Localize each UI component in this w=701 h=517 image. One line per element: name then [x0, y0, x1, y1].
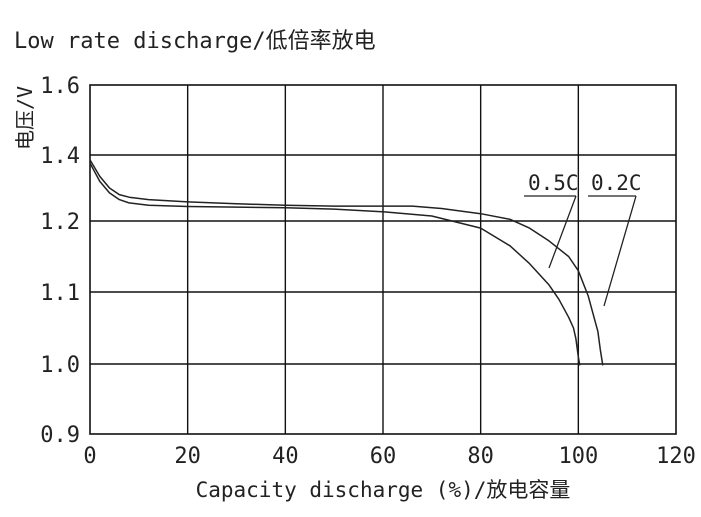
x-tick-label: 0 — [83, 444, 96, 469]
chart-title: Low rate discharge/低倍率放电 — [14, 29, 376, 54]
x-tick-label: 100 — [558, 444, 598, 469]
y-tick-label: 0.9 — [40, 423, 80, 448]
series-label: 0.5C — [528, 171, 579, 195]
series-line — [89, 159, 604, 366]
x-tick-labels: 0 20 40 60 80 100 120 — [83, 444, 696, 469]
x-tick-label: 40 — [272, 444, 299, 469]
y-axis-label: 电压/V — [13, 86, 37, 150]
y-tick-label: 1.6 — [40, 74, 80, 99]
series-label-leader — [603, 195, 637, 307]
series-lines — [89, 159, 604, 366]
series-line — [89, 162, 581, 366]
y-tick-label: 1.1 — [40, 281, 80, 306]
x-tick-label: 60 — [370, 444, 397, 469]
y-tick-label: 1.4 — [40, 144, 80, 169]
x-axis-label: Capacity discharge (%)/放电容量 — [196, 478, 571, 502]
series-label: 0.2C — [591, 171, 642, 195]
y-tick-labels: 0.9 1.0 1.1 1.2 1.4 1.6 — [40, 74, 80, 448]
x-tick-label: 20 — [174, 444, 201, 469]
series-label-leader — [548, 195, 577, 269]
x-tick-label: 120 — [656, 444, 696, 469]
y-tick-label: 1.0 — [40, 353, 80, 378]
x-tick-label: 80 — [467, 444, 494, 469]
grid — [89, 84, 677, 435]
series-labels: 0.5C 0.2C — [524, 171, 642, 307]
y-tick-label: 1.2 — [40, 210, 80, 235]
